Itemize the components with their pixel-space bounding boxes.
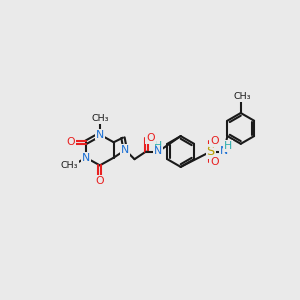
Text: H: H	[224, 141, 232, 151]
Text: O: O	[66, 137, 75, 147]
Text: O: O	[146, 134, 155, 143]
Text: N: N	[96, 130, 104, 140]
Text: H: H	[154, 141, 163, 151]
Text: N: N	[121, 145, 129, 155]
Text: CH₃: CH₃	[60, 161, 78, 170]
Text: S: S	[207, 145, 215, 158]
Text: O: O	[210, 157, 219, 167]
Text: CH₃: CH₃	[234, 92, 251, 101]
Text: O: O	[210, 136, 219, 146]
Text: CH₃: CH₃	[91, 114, 109, 123]
Text: O: O	[95, 176, 104, 186]
Text: N: N	[82, 153, 90, 163]
Text: N: N	[154, 146, 163, 157]
Text: N: N	[220, 146, 228, 157]
